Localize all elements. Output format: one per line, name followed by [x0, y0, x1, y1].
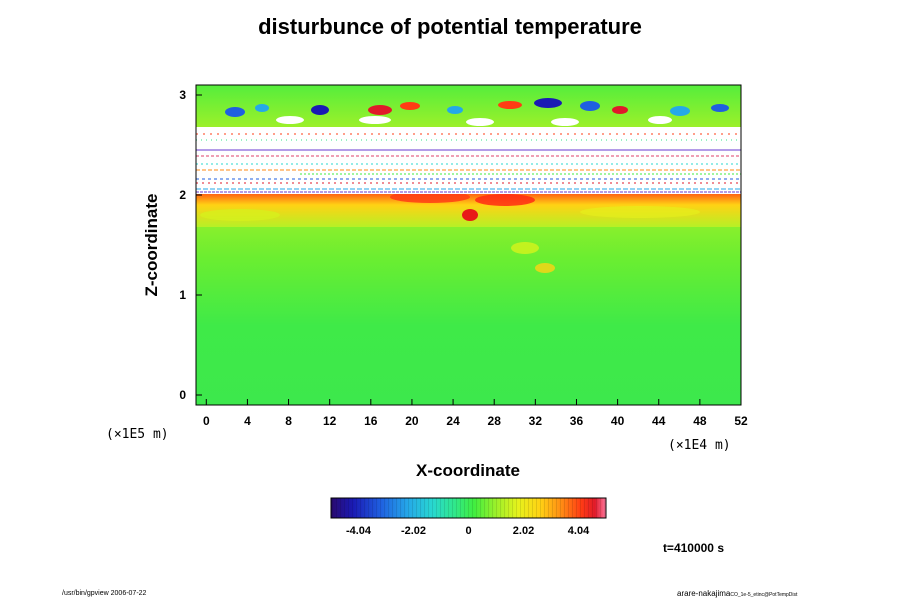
- x-tick-label: 0: [203, 414, 210, 428]
- x-tick-label: 48: [693, 414, 707, 428]
- chart-title: disturbunce of potential temperature: [258, 14, 642, 39]
- colorbar-tick-label: 4.04: [568, 525, 590, 537]
- x-tick-label: 40: [611, 414, 625, 428]
- colorbar-frame: [330, 497, 607, 519]
- colorbar-tick-label: -2.02: [401, 525, 426, 537]
- footer-right: arare-nakajimaCO_1e-5_etinc@PotTempDist: [677, 589, 797, 598]
- x-tick-label: 32: [529, 414, 543, 428]
- top-features: [225, 98, 729, 126]
- x-tick-label: 52: [734, 414, 748, 428]
- noisy-lines: [196, 133, 741, 193]
- colorbar-tick-label: -4.04: [346, 525, 372, 537]
- colorbar-stripes: [331, 498, 606, 518]
- y-tick-label: 2: [179, 188, 186, 202]
- x-tick-label: 36: [570, 414, 584, 428]
- x-tick-label: 8: [285, 414, 292, 428]
- y-axis-ticks: 0 1 2 3: [179, 88, 202, 402]
- x-axis-title: X-coordinate: [416, 461, 520, 480]
- heatmap-field: [196, 85, 741, 405]
- x-tick-label: 12: [323, 414, 337, 428]
- field-white-region: [196, 126, 741, 194]
- y-tick-label: 3: [179, 88, 186, 102]
- x-tick-label: 20: [405, 414, 419, 428]
- footer-right-main: arare-nakajima: [677, 589, 731, 598]
- time-label: t=410000 s: [662, 541, 724, 555]
- colorbar-tick-label: 2.02: [513, 525, 534, 537]
- y-tick-label: 1: [179, 288, 186, 302]
- colorbar: -4.04 -2.02 0 2.02 4.04: [330, 497, 607, 537]
- y-axis-title: Z-coordinate: [142, 194, 161, 297]
- x-tick-label: 4: [244, 414, 251, 428]
- x-tick-label: 16: [364, 414, 378, 428]
- x-tick-label: 44: [652, 414, 666, 428]
- footer-right-small: CO_1e-5_etinc@PotTempDist: [730, 592, 798, 598]
- hot-blobs: [200, 191, 700, 273]
- x-tick-label: 24: [446, 414, 460, 428]
- x-tick-label: 28: [488, 414, 502, 428]
- plot-frame: [195, 84, 742, 406]
- colorbar-ticks: -4.04 -2.02 0 2.02 4.04: [346, 525, 590, 537]
- colorbar-tick-label: 0: [465, 525, 471, 537]
- footer-left: /usr/bin/gpview 2006-07-22: [62, 590, 147, 597]
- x-axis-ticks: 0 4 8 12 16 20 24 28 32 36 40 44 48 52: [203, 399, 748, 428]
- x-scale-note: (×1E4 m): [668, 438, 731, 453]
- field-lower-region: [196, 207, 741, 405]
- y-tick-label: 0: [179, 388, 186, 402]
- z-scale-note: (×1E5 m): [106, 427, 169, 442]
